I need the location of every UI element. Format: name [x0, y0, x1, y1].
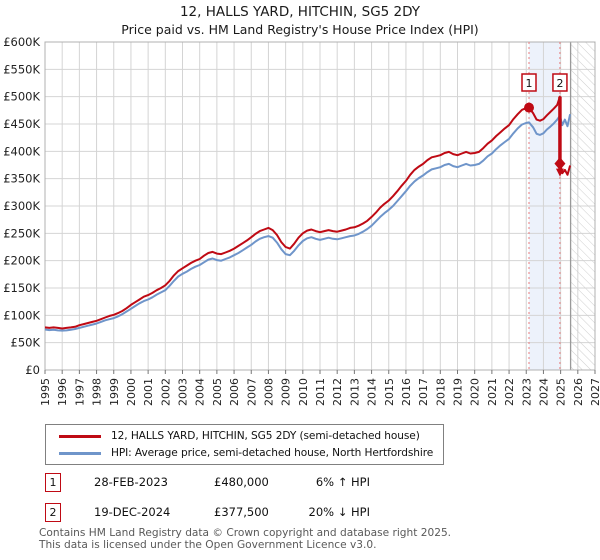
svg-text:2003: 2003: [177, 378, 190, 406]
svg-text:£600K: £600K: [3, 35, 40, 49]
legend-label-property: 12, HALLS YARD, HITCHIN, SG5 2DY (semi-d…: [111, 430, 420, 442]
svg-text:£200K: £200K: [3, 254, 40, 268]
svg-text:2015: 2015: [383, 378, 396, 406]
svg-text:£300K: £300K: [3, 199, 40, 213]
svg-text:1998: 1998: [91, 378, 104, 406]
svg-text:£400K: £400K: [3, 144, 40, 158]
svg-text:2001: 2001: [142, 378, 155, 406]
svg-text:2008: 2008: [262, 378, 275, 406]
footer-line-1: Contains HM Land Registry data © Crown c…: [39, 527, 452, 539]
sale-2-badge: 2: [45, 503, 61, 522]
svg-text:2014: 2014: [366, 378, 379, 406]
legend-item-property: 12, HALLS YARD, HITCHIN, SG5 2DY (semi-d…: [59, 430, 443, 442]
sale-2-date: 19-DEC-2024: [94, 505, 171, 519]
svg-text:£450K: £450K: [3, 117, 40, 131]
page-subtitle: Price paid vs. HM Land Registry's House …: [121, 22, 479, 37]
svg-text:2018: 2018: [434, 378, 447, 406]
sale-1-hpi-change: 6% ↑ HPI: [315, 475, 370, 489]
price-history-chart: 1 2 1995 1996 1997 1998 1999 2000 2001 2002 2003 20…: [3, 35, 600, 406]
svg-text:2021: 2021: [486, 378, 499, 406]
svg-text:2013: 2013: [348, 378, 361, 406]
svg-text:2023: 2023: [520, 378, 533, 406]
sale-record-row-2: 2 19-DEC-2024 £377,500 20% ↓ HPI: [0, 503, 600, 525]
sale-1-badge: 1: [45, 473, 61, 492]
svg-text:2004: 2004: [194, 378, 207, 406]
sale-1-date: 28-FEB-2023: [94, 475, 168, 489]
svg-text:2017: 2017: [417, 378, 430, 406]
svg-text:£50K: £50K: [11, 336, 41, 350]
blue-line-swatch: [59, 451, 101, 455]
svg-text:2007: 2007: [245, 378, 258, 406]
svg-text:2022: 2022: [503, 378, 516, 406]
page-title: 12, HALLS YARD, HITCHIN, SG5 2DY: [179, 4, 421, 20]
svg-text:£350K: £350K: [3, 172, 40, 186]
svg-text:£550K: £550K: [3, 62, 40, 76]
license-footer: Contains HM Land Registry data © Crown c…: [39, 527, 599, 551]
footer-line-2: This data is licensed under the Open Gov…: [39, 539, 377, 551]
svg-text:£250K: £250K: [3, 226, 40, 240]
svg-text:£0: £0: [25, 363, 40, 377]
svg-text:1996: 1996: [56, 378, 69, 406]
svg-text:2010: 2010: [297, 378, 310, 406]
svg-text:1997: 1997: [73, 378, 86, 406]
svg-text:2020: 2020: [469, 378, 482, 406]
svg-text:2016: 2016: [400, 378, 413, 406]
svg-text:2026: 2026: [572, 378, 585, 406]
red-line-swatch: [59, 434, 101, 438]
svg-text:£100K: £100K: [3, 308, 40, 322]
svg-text:2019: 2019: [452, 378, 465, 406]
sale-1-price: £480,000: [214, 475, 269, 489]
svg-text:2012: 2012: [331, 378, 344, 406]
svg-text:2009: 2009: [280, 378, 293, 406]
svg-text:2005: 2005: [211, 378, 224, 406]
chart-legend: 12, HALLS YARD, HITCHIN, SG5 2DY (semi-d…: [45, 424, 444, 465]
svg-text:£500K: £500K: [3, 90, 40, 104]
svg-text:1: 1: [526, 77, 533, 90]
svg-text:2025: 2025: [555, 378, 568, 406]
svg-text:1995: 1995: [39, 378, 52, 406]
svg-text:2: 2: [556, 77, 563, 90]
svg-text:2002: 2002: [159, 378, 172, 406]
legend-item-hpi: HPI: Average price, semi-detached house,…: [59, 447, 443, 459]
svg-text:2024: 2024: [537, 378, 550, 406]
svg-text:2027: 2027: [589, 378, 600, 406]
svg-text:2000: 2000: [125, 378, 138, 406]
svg-text:2011: 2011: [314, 378, 327, 406]
sale-2-price: £377,500: [214, 505, 269, 519]
sale-record-row-1: 1 28-FEB-2023 £480,000 6% ↑ HPI: [0, 473, 600, 495]
svg-text:2006: 2006: [228, 378, 241, 406]
sale-2-hpi-change: 20% ↓ HPI: [308, 505, 370, 519]
svg-text:£150K: £150K: [3, 281, 40, 295]
svg-text:1999: 1999: [108, 378, 121, 406]
legend-label-hpi: HPI: Average price, semi-detached house,…: [111, 447, 434, 459]
